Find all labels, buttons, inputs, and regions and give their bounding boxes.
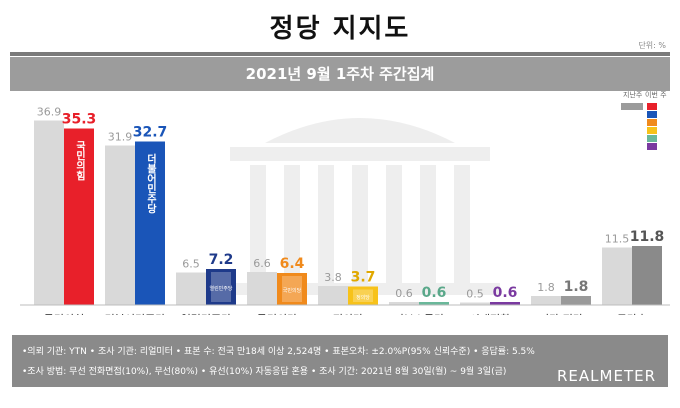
legend-curr-swatch	[647, 103, 657, 110]
legend-curr-label: 이번 주	[645, 91, 667, 99]
bar-curr	[348, 286, 378, 305]
category-label: 열린민주당	[181, 313, 232, 315]
bar-curr	[135, 141, 165, 305]
background-column	[318, 165, 334, 285]
value-label-prev: 0.5	[466, 288, 484, 301]
bar-curr	[64, 128, 94, 305]
background-column	[420, 165, 436, 285]
legend-prev-label: 지난주	[623, 91, 643, 99]
footer-line-2: •조사 방법: 무선 전화면접(10%), 무선(80%) • 유선(10%) …	[22, 367, 507, 377]
bar-prev	[34, 120, 64, 305]
bar-prev	[389, 302, 419, 305]
category-label: 기본소득당	[394, 313, 445, 315]
bar-prev	[105, 145, 135, 305]
value-label-prev: 6.6	[253, 257, 271, 270]
subtitle-banner: 2021년 9월 1주차 주간집계	[10, 57, 670, 91]
category-label: 더불어민주당	[105, 313, 166, 315]
value-label-prev: 36.9	[37, 106, 62, 119]
category-label: 시대전환	[470, 313, 510, 315]
value-label-curr: 35.3	[62, 112, 97, 128]
value-label-curr: 7.2	[209, 252, 234, 268]
category-label: 기타 정당	[539, 313, 583, 315]
bar-curr	[561, 296, 591, 305]
category-label: 국민의당	[257, 313, 297, 315]
bar-prev	[531, 296, 561, 305]
category-label: 무당층	[617, 313, 647, 315]
title-divider	[10, 52, 670, 56]
value-label-curr: 3.7	[351, 270, 376, 286]
value-label-curr: 6.4	[280, 256, 305, 272]
bar-curr	[490, 302, 520, 305]
party-logo-badge	[353, 289, 373, 302]
value-label-curr: 0.6	[422, 285, 447, 301]
background-column	[386, 165, 402, 285]
value-label-curr: 1.8	[564, 279, 589, 295]
value-label-prev: 1.8	[537, 281, 555, 294]
value-label-prev: 0.6	[395, 287, 413, 300]
value-label-curr: 32.7	[133, 125, 168, 141]
unit-label: 단위: %	[638, 41, 666, 50]
bar-prev	[602, 247, 632, 305]
methodology-footer: •의뢰 기관: YTN • 조사 기관: 리얼미터 • 표본 수: 전국 만18…	[12, 335, 668, 387]
bar-curr	[632, 246, 662, 305]
legend-curr-swatch	[647, 119, 657, 126]
bar-prev	[318, 286, 348, 305]
legend-curr-swatch	[647, 127, 657, 134]
bar-prev	[176, 272, 206, 305]
party-logo-badge	[211, 272, 231, 302]
realmeter-logo: REALMETER	[557, 367, 656, 385]
legend-curr-swatch	[647, 111, 657, 118]
background-column	[352, 165, 368, 285]
value-label-prev: 31.9	[108, 131, 133, 144]
party-logo-badge	[282, 276, 302, 302]
bar-curr	[206, 269, 236, 305]
value-label-prev: 11.5	[605, 233, 630, 246]
party-logo: 국민의당	[283, 287, 302, 294]
background-column	[284, 165, 300, 285]
value-label-curr: 11.8	[630, 229, 665, 245]
background-roof	[230, 147, 490, 161]
footer-line-1: •의뢰 기관: YTN • 조사 기관: 리얼미터 • 표본 수: 전국 만18…	[22, 347, 535, 357]
category-label: 국민의힘	[44, 313, 84, 315]
background-column	[250, 165, 266, 285]
bar-curr	[419, 302, 449, 305]
bar-prev	[247, 272, 277, 305]
legend-curr-swatch	[647, 143, 657, 150]
party-logo: 국민의힘	[74, 140, 86, 181]
bar-chart: 국민의힘36.935.3국민의힘더불어민주당31.932.7더불어민주당열린민주…	[20, 106, 670, 315]
party-logo: 정의당	[356, 294, 370, 301]
party-logo: 열린민주당	[209, 285, 232, 292]
value-label-curr: 0.6	[493, 285, 518, 301]
category-label: 정의당	[333, 313, 363, 315]
background-dome	[265, 118, 455, 143]
value-label-prev: 6.5	[182, 258, 200, 271]
background-column	[454, 165, 470, 285]
bar-prev	[460, 302, 490, 305]
chart-title: 정당 지지도	[269, 14, 411, 44]
legend-prev-swatch	[621, 103, 643, 110]
value-label-prev: 3.8	[324, 271, 342, 284]
party-logo: 더불어민주당	[145, 152, 157, 214]
bar-curr	[277, 273, 307, 305]
legend-curr-swatch	[647, 135, 657, 142]
